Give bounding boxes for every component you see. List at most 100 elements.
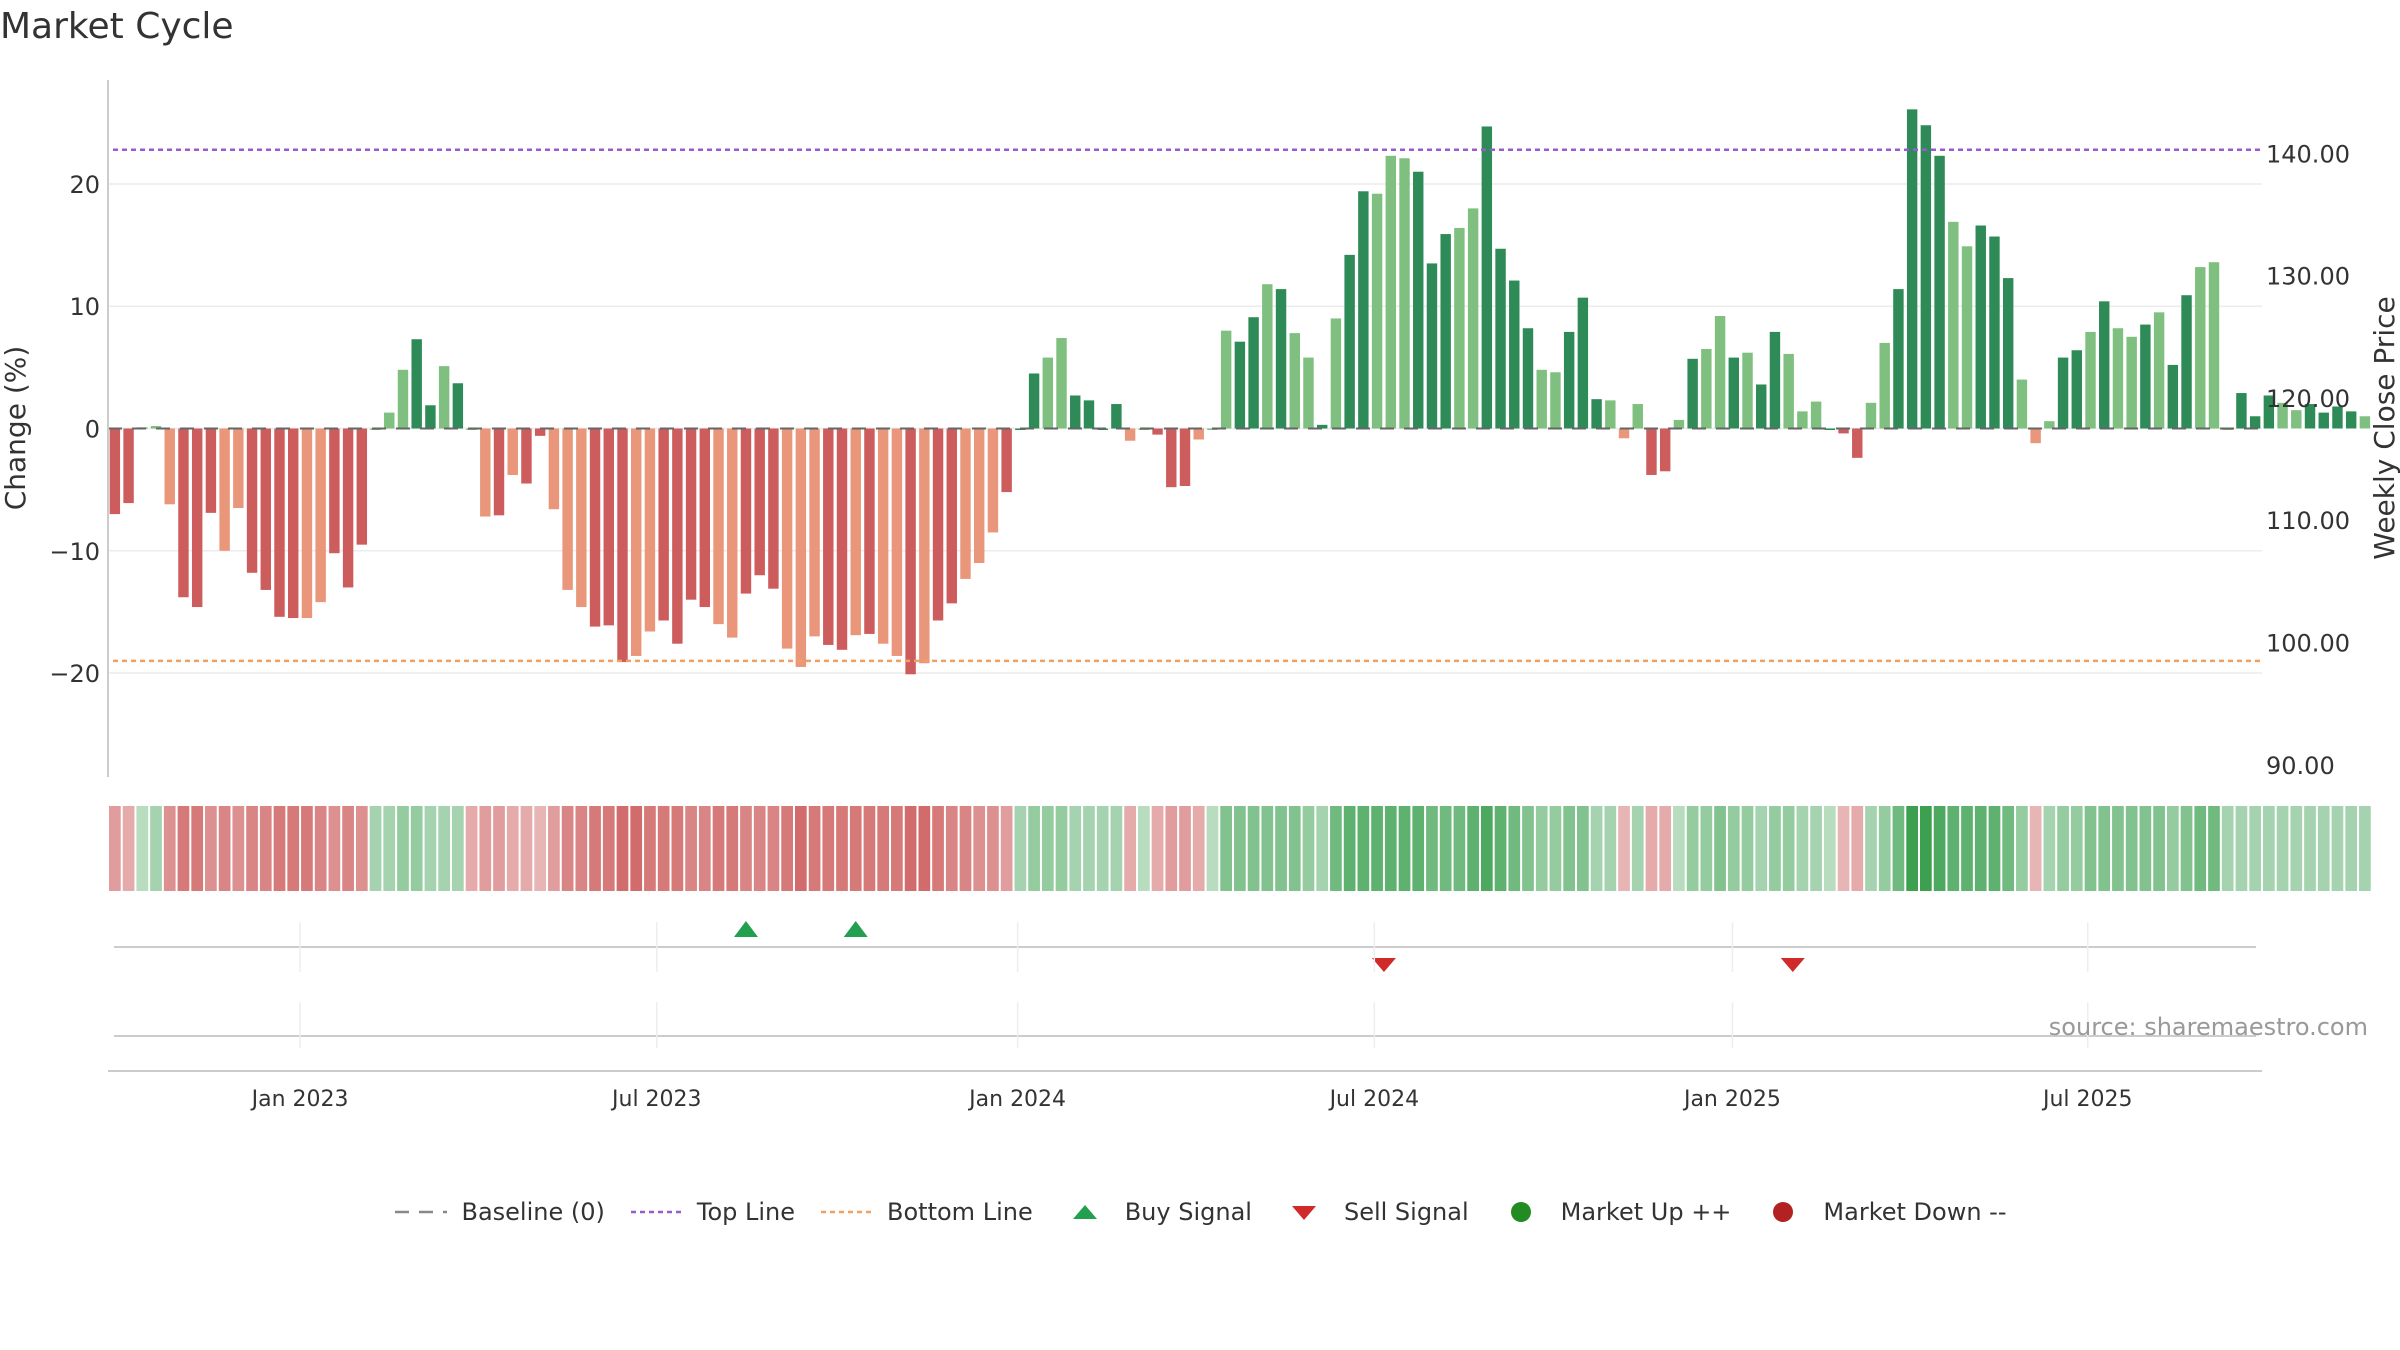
- heat-cell: [2029, 806, 2042, 891]
- buy-signal-marker: [843, 921, 868, 937]
- heat-cell: [369, 806, 382, 891]
- heat-cell: [1412, 806, 1425, 891]
- bar: [1646, 428, 1657, 475]
- heat-cell: [1096, 806, 1109, 891]
- bar: [1714, 316, 1726, 429]
- heat-cell: [1577, 806, 1589, 891]
- heat-cell: [273, 806, 286, 891]
- legend-label-bottom: Bottom Line: [887, 1198, 1033, 1226]
- heat-cell: [2304, 806, 2316, 891]
- heat-cell: [602, 806, 615, 891]
- bar: [1591, 399, 1602, 429]
- heat-cell: [2263, 806, 2275, 891]
- legend-mark-down: [1773, 1202, 1794, 1222]
- heat-cell: [1947, 806, 1960, 891]
- heat-cell: [1453, 806, 1466, 891]
- bar: [1618, 428, 1630, 439]
- bar: [1166, 428, 1177, 488]
- bar: [2030, 428, 2041, 444]
- x-tick-label: Jan 2024: [967, 1087, 1066, 1112]
- heat-cell: [218, 806, 231, 891]
- heat-cell: [479, 806, 492, 891]
- heat-cell: [630, 806, 643, 891]
- bar: [2263, 395, 2275, 429]
- bar: [1152, 428, 1163, 435]
- legend-item-sell: Sell Signal: [1276, 1198, 1469, 1226]
- x-axis: Jan 2023 Jul 2023 Jan 2024 Jul 2024 Jan 2025…: [108, 922, 2262, 1112]
- bar: [2277, 402, 2288, 429]
- bar: [2236, 393, 2247, 429]
- bar: [1179, 428, 1191, 486]
- heat-cell: [1508, 806, 1521, 891]
- legend-symbol-buy: [1072, 1205, 1097, 1219]
- heat-cell: [987, 806, 999, 891]
- bar: [850, 428, 861, 636]
- bar: [1632, 404, 1643, 429]
- heat-cell: [1714, 806, 1726, 891]
- heat-cell: [891, 806, 903, 891]
- y-right-tick-label: 110.00: [2266, 507, 2350, 535]
- bar: [1605, 400, 1616, 429]
- bar: [534, 428, 546, 436]
- bar: [2071, 350, 2082, 429]
- heat-cell: [259, 806, 272, 891]
- bar: [1989, 236, 2000, 429]
- heat-cell: [2194, 806, 2207, 891]
- heat-cell: [973, 806, 986, 891]
- bar: [727, 428, 738, 638]
- bar: [2332, 406, 2343, 429]
- heat-cell: [1398, 806, 1411, 891]
- legend-item-buy: Buy Signal: [1057, 1198, 1252, 1226]
- heat-strip: [109, 806, 2371, 891]
- bar: [2099, 301, 2110, 429]
- legend-label-top: Top Line: [696, 1198, 796, 1226]
- heat-cell: [314, 806, 327, 891]
- legend-symbol-up: [1510, 1202, 1531, 1222]
- heat-cell: [671, 806, 684, 891]
- bar: [1728, 357, 1740, 429]
- buy-signal-marker: [733, 921, 758, 937]
- legend-label-sell: Sell Signal: [1343, 1198, 1469, 1226]
- heat-cell: [534, 806, 547, 891]
- bar: [2195, 267, 2206, 429]
- heat-cell: [2098, 806, 2111, 891]
- bar: [1509, 280, 1520, 429]
- sell-signal-marker: [1371, 958, 1396, 972]
- bar: [1481, 126, 1493, 429]
- heat-cell: [410, 806, 423, 891]
- bar: [1275, 289, 1287, 429]
- bar: [1659, 428, 1671, 472]
- bar: [1536, 369, 1547, 429]
- legend-symbol-bottom: [821, 1210, 874, 1214]
- heat-cell: [1083, 806, 1095, 891]
- legend-symbol-top: [630, 1210, 683, 1214]
- heat-cell: [150, 806, 162, 891]
- heat-cell: [1384, 806, 1397, 891]
- heat-cell: [301, 806, 313, 891]
- bar: [2044, 421, 2055, 429]
- y-left-tick-label: 0: [85, 416, 100, 444]
- legend-item-up: Market Up ++: [1493, 1198, 1731, 1226]
- bar: [1934, 155, 1945, 429]
- bar: [1358, 191, 1369, 429]
- bar: [219, 428, 230, 551]
- heat-cell: [753, 806, 766, 891]
- heat-cell: [1055, 806, 1068, 891]
- x-tick-label: Jan 2025: [1682, 1087, 1781, 1112]
- bar: [946, 428, 957, 604]
- heat-cell: [726, 806, 739, 891]
- heat-cell: [1700, 806, 1713, 891]
- bar: [1454, 227, 1465, 429]
- heat-cell: [1535, 806, 1548, 891]
- heat-cell: [2166, 806, 2179, 891]
- heat-cell: [1480, 806, 1493, 891]
- bar: [754, 428, 765, 576]
- heat-cell: [1028, 806, 1040, 891]
- bar: [384, 412, 395, 429]
- heat-cell: [2345, 806, 2358, 891]
- heat-cell: [822, 806, 835, 891]
- heat-cell: [1371, 806, 1383, 891]
- heat-cell: [1124, 806, 1136, 891]
- heat-cell: [1261, 806, 1274, 891]
- heat-cell: [1810, 806, 1822, 891]
